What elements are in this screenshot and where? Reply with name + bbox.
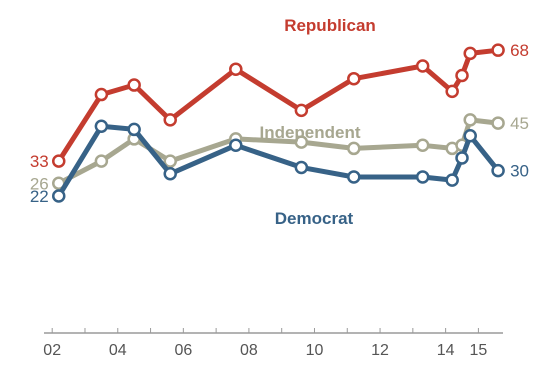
x-tick-label: 14	[437, 342, 455, 359]
data-point-democrat	[294, 160, 309, 175]
data-point-republican	[347, 71, 361, 86]
data-point-independent	[415, 138, 430, 153]
x-tick-label: 04	[109, 342, 127, 359]
data-point-democrat	[163, 167, 177, 181]
series-label-democrat: Democrat	[275, 209, 354, 228]
data-point-democrat	[94, 119, 109, 133]
data-point-democrat	[229, 138, 243, 153]
series-democrat: 22 30	[30, 119, 529, 206]
series-label-independent: Independent	[259, 123, 360, 142]
data-point-republican	[127, 78, 141, 92]
x-tick-label: 10	[306, 342, 324, 359]
data-point-democrat	[445, 173, 459, 187]
data-point-republican	[491, 43, 505, 57]
start-value-label-republican: 33	[30, 152, 49, 171]
start-value-label-democrat: 22	[30, 187, 49, 206]
series-labels: Republican Independent Democrat	[259, 16, 375, 228]
data-point-independent	[463, 113, 477, 127]
data-point-republican	[294, 103, 309, 118]
data-point-independent	[94, 154, 109, 168]
data-point-republican	[415, 59, 430, 73]
series-lines: 26 45 22 30 33 68	[30, 41, 529, 206]
end-value-label-democrat: 30	[510, 162, 529, 181]
x-tick-label: 12	[371, 342, 389, 359]
data-point-republican	[463, 46, 477, 61]
data-point-republican	[229, 62, 243, 76]
data-point-republican	[163, 113, 177, 127]
data-point-democrat	[415, 170, 430, 184]
x-axis: 02 04 06 08 10 12 14 15	[43, 328, 503, 359]
series-republican: 33 68	[30, 41, 529, 171]
end-value-label-independent: 45	[510, 114, 529, 133]
x-tick-label: 08	[240, 342, 258, 359]
x-tick-label: 15	[470, 342, 488, 359]
data-point-democrat	[455, 151, 469, 165]
start-value-label-independent: 26	[30, 174, 49, 193]
data-point-republican	[455, 68, 469, 83]
x-tick-label: 02	[43, 342, 61, 359]
data-point-republican	[94, 87, 109, 102]
data-point-democrat	[347, 170, 361, 184]
series-label-republican: Republican	[284, 16, 376, 35]
data-point-democrat	[127, 122, 141, 137]
end-value-label-republican: 68	[510, 41, 529, 60]
data-point-independent	[347, 141, 361, 156]
data-point-independent	[491, 116, 505, 130]
data-point-democrat	[491, 163, 505, 178]
data-point-independent	[163, 154, 177, 168]
x-tick-label: 06	[174, 342, 192, 359]
data-point-democrat	[463, 129, 477, 143]
data-point-democrat	[52, 189, 66, 203]
data-point-republican	[445, 84, 459, 99]
data-point-independent	[294, 135, 309, 149]
data-point-republican	[52, 154, 66, 168]
